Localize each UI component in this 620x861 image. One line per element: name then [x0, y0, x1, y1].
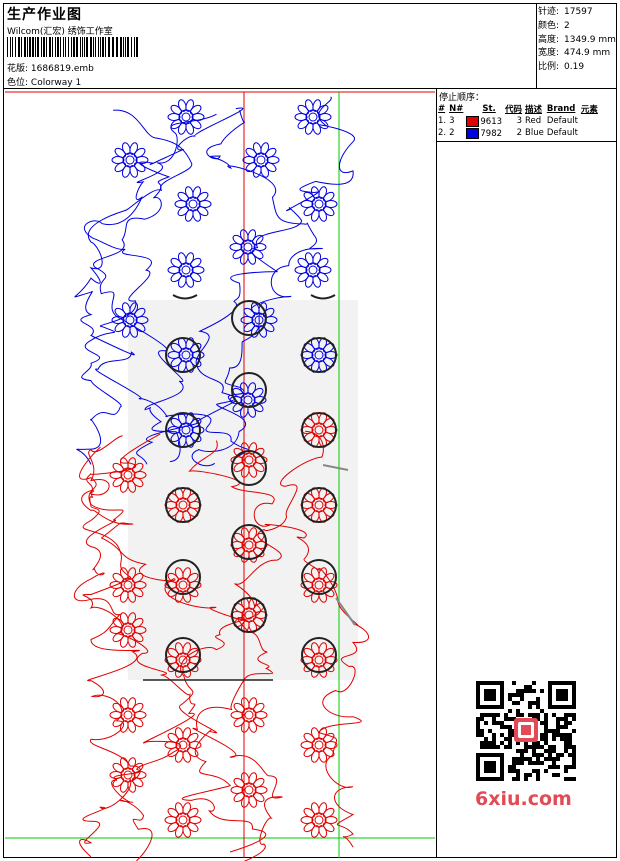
color-swatch-red — [466, 115, 480, 127]
ring-mark — [301, 337, 337, 373]
ring-mark — [165, 412, 201, 448]
flower-motif — [167, 412, 205, 448]
table-divider — [436, 141, 617, 142]
col-st: St. — [482, 103, 496, 114]
ring-mark — [165, 337, 201, 373]
flower-motif — [164, 727, 202, 763]
flower-motif — [174, 186, 212, 222]
stats-divider — [536, 3, 537, 88]
flower-motif — [230, 597, 268, 633]
ring-mark — [301, 487, 337, 523]
meander-stitch-path — [81, 433, 283, 861]
stat-width: 宽度: 474.9 mm — [538, 48, 611, 59]
watermark-text: 6xiu.com — [475, 788, 572, 810]
design-stats: 针迹: 17597 颜色: 2 高度: 1349.9 mm 宽度: 474.9 mm 比… — [538, 6, 616, 75]
col-brand: Brand — [546, 103, 576, 114]
header-divider — [3, 88, 617, 89]
stat-stitches: 针迹: 17597 — [538, 7, 593, 17]
meander-stitch-path — [191, 96, 356, 467]
col-element: 元素 — [580, 104, 598, 115]
flower-motif — [167, 99, 205, 135]
meander-stitch-path — [76, 113, 217, 465]
page-title: 生产作业图 — [7, 7, 82, 23]
col-n: N# — [449, 103, 464, 114]
ring-mark — [301, 412, 337, 448]
flower-motif — [300, 186, 338, 222]
colorway-line: 色位: Colorway 1 — [7, 75, 81, 88]
flower-motif — [167, 337, 205, 373]
ring-mark — [231, 300, 267, 336]
company-name: Wilcom(汇宏) 绣饰工作室 — [7, 27, 113, 37]
flower-motif — [164, 487, 202, 523]
col-index: # — [438, 103, 446, 114]
smile-mark — [172, 294, 336, 300]
flower-motif — [300, 412, 338, 448]
flower-motif — [300, 802, 338, 838]
ring-mark — [231, 372, 267, 408]
colorway-label: 色位: — [7, 78, 29, 88]
flower-motif — [109, 567, 147, 603]
stat-scale: 比例: 0.19 — [538, 62, 585, 73]
stat-height: 高度: 1349.9 mm — [538, 34, 616, 45]
barcode — [7, 37, 138, 57]
flower-motif — [230, 772, 268, 808]
flower-motif — [229, 229, 267, 265]
ring-mark — [231, 524, 267, 560]
flower-motif — [111, 302, 149, 338]
meander-stitch-path — [74, 109, 249, 459]
color-swatch-blue — [466, 127, 480, 139]
flower-motif — [164, 802, 202, 838]
flower-motif — [230, 697, 268, 733]
arrow-mark — [322, 464, 356, 626]
design-label: 花版: — [7, 64, 29, 74]
ring-mark — [165, 637, 201, 673]
design-divider — [436, 88, 437, 858]
sheet-frame — [3, 3, 617, 858]
flower-motif — [167, 252, 205, 288]
table-row: 2. 2 7982 2 Blue Default — [438, 127, 578, 139]
stop-sequence-table: # N# St. 代码 描述 Brand 元素 1. 3 9613 3 Red … — [438, 102, 601, 139]
flower-motif — [294, 99, 332, 135]
design-value: 1686819.emb — [30, 64, 94, 74]
col-code: 代码 — [505, 104, 523, 115]
flower-motif — [242, 142, 280, 178]
flower-motif — [109, 612, 147, 648]
ring-mark — [231, 597, 267, 633]
ring-mark — [301, 637, 337, 673]
ring-mark — [301, 559, 337, 595]
meander-stitch-path — [188, 440, 369, 848]
ring-mark — [231, 450, 267, 486]
table-row: 1. 3 9613 3 Red Default — [438, 115, 578, 127]
stat-colors: 颜色: 2 — [538, 20, 570, 31]
flower-motif — [109, 757, 147, 793]
embroidery-design-preview — [5, 91, 435, 861]
flower-motif — [111, 142, 149, 178]
colorway-value: Colorway 1 — [30, 78, 82, 88]
table-header-row: # N# St. 代码 描述 Brand 元素 — [438, 102, 601, 115]
col-desc: 描述 — [525, 104, 543, 115]
flower-motif — [109, 697, 147, 733]
meander-stitch-path — [73, 446, 141, 858]
flower-motif — [294, 252, 332, 288]
ring-mark — [165, 559, 201, 595]
meander-stitch-path — [93, 107, 244, 463]
flower-motif — [300, 727, 338, 763]
ring-mark — [165, 487, 201, 523]
design-file-line: 花版: 1686819.emb — [7, 61, 94, 74]
flower-motif — [300, 567, 338, 603]
meander-stitch-path — [179, 430, 324, 853]
flower-motif — [109, 457, 147, 493]
qr-code — [470, 680, 582, 782]
stop-sequence-title: 停止顺序： — [439, 93, 485, 103]
